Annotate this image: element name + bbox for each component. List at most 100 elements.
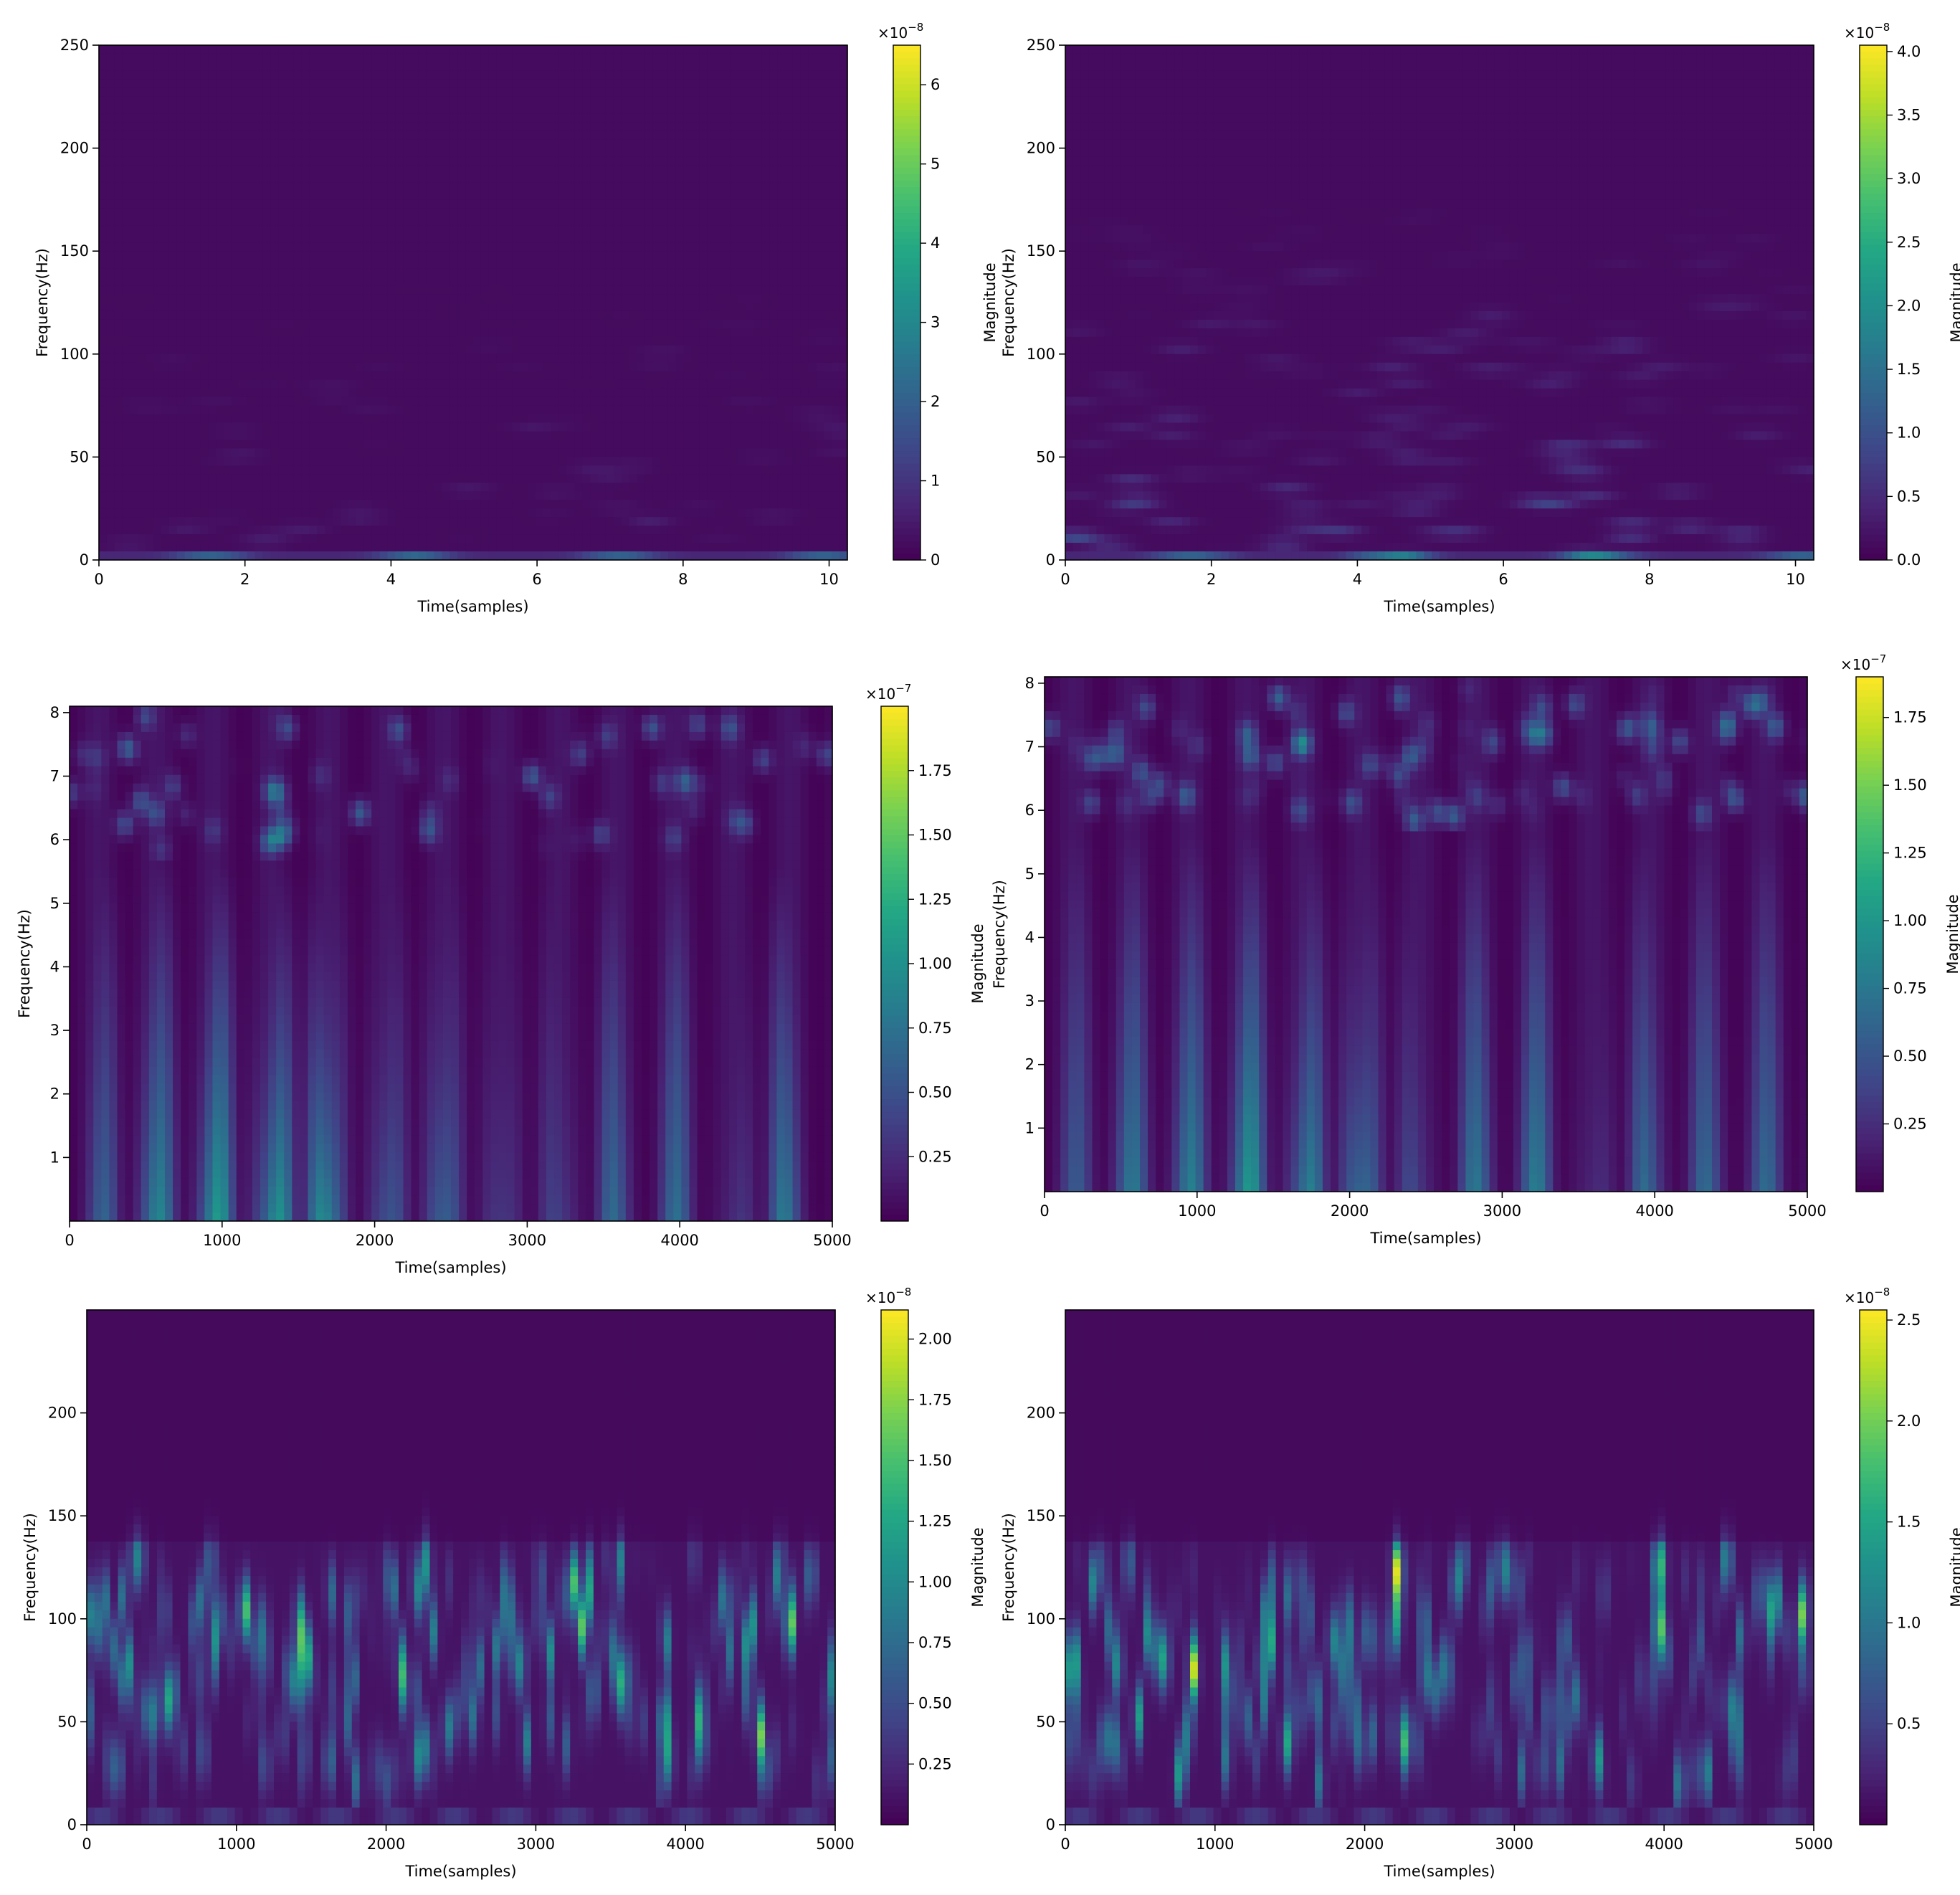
heatmap-cell	[153, 474, 161, 483]
heatmap-cell	[731, 234, 738, 243]
heatmap-cell	[481, 148, 489, 158]
heatmap-cell	[216, 234, 224, 243]
heatmap-cell	[99, 406, 107, 415]
heatmap-cell	[497, 337, 505, 346]
heatmap-cell	[270, 423, 278, 432]
heatmap-cell	[574, 80, 582, 89]
heatmap-cell	[270, 380, 278, 389]
heatmap-cell	[169, 491, 177, 500]
heatmap-cell	[559, 303, 567, 312]
heatmap-cell	[465, 389, 473, 398]
heatmap-cell	[177, 268, 185, 277]
heatmap-cell	[551, 303, 559, 312]
heatmap-cell	[356, 217, 364, 226]
heatmap-cell	[543, 251, 551, 260]
heatmap-cell	[302, 363, 310, 372]
heatmap-cell	[364, 285, 372, 295]
heatmap-cell	[123, 217, 130, 226]
heatmap-cell	[318, 389, 325, 398]
heatmap-cell	[731, 303, 738, 312]
heatmap-cell	[676, 432, 684, 441]
heatmap-cell	[169, 389, 177, 398]
heatmap-cell	[606, 543, 614, 552]
heatmap-cell	[185, 208, 193, 217]
heatmap-cell	[348, 508, 356, 518]
heatmap-cell	[99, 474, 107, 483]
heatmap-cell	[644, 423, 652, 432]
heatmap-cell	[505, 131, 513, 141]
heatmap-cell	[637, 551, 644, 561]
heatmap-cell	[200, 448, 208, 457]
heatmap-cell	[473, 123, 481, 132]
heatmap-cell	[411, 551, 419, 561]
heatmap-cell	[574, 354, 582, 364]
heatmap-cell	[387, 294, 395, 303]
heatmap-cell	[239, 337, 247, 346]
heatmap-cell	[567, 131, 575, 141]
heatmap-cell	[333, 311, 341, 320]
heatmap-cell	[489, 534, 497, 543]
heatmap-cell	[505, 191, 513, 200]
heatmap-cell	[434, 311, 442, 320]
heatmap-cell	[614, 337, 622, 346]
heatmap-cell	[622, 54, 629, 63]
heatmap-cell	[161, 268, 169, 277]
heatmap-cell	[247, 97, 255, 106]
heatmap-cell	[684, 303, 692, 312]
heatmap-cell	[465, 320, 473, 329]
heatmap-cell	[278, 208, 286, 217]
heatmap-cell	[153, 148, 161, 158]
heatmap-cell	[146, 80, 153, 89]
heatmap-cell	[676, 414, 684, 424]
heatmap-cell	[115, 465, 123, 475]
heatmap-cell	[262, 311, 270, 320]
heatmap-cell	[294, 346, 302, 355]
heatmap-cell	[419, 389, 427, 398]
heatmap-cell	[652, 225, 660, 234]
heatmap-cell	[123, 208, 130, 217]
heatmap-cell	[731, 337, 738, 346]
heatmap-cell	[481, 97, 489, 106]
heatmap-cell	[473, 526, 481, 535]
heatmap-cell	[449, 45, 457, 54]
heatmap-cell	[278, 260, 286, 269]
heatmap-cell	[699, 517, 707, 526]
heatmap-cell	[411, 380, 419, 389]
heatmap-cell	[177, 500, 185, 509]
heatmap-cell	[216, 88, 224, 98]
heatmap-cell	[185, 242, 193, 252]
heatmap-cell	[262, 54, 270, 63]
heatmap-cell	[567, 62, 575, 72]
heatmap-cell	[427, 166, 434, 175]
heatmap-cell	[146, 166, 153, 175]
heatmap-cell	[380, 225, 388, 234]
heatmap-cell	[660, 294, 668, 303]
heatmap-cell	[590, 166, 598, 175]
heatmap-cell	[224, 285, 232, 295]
heatmap-cell	[364, 234, 372, 243]
heatmap-cell	[457, 534, 465, 543]
heatmap-cell	[707, 389, 715, 398]
heatmap-cell	[528, 80, 536, 89]
heatmap-cell	[551, 311, 559, 320]
heatmap-cell	[543, 337, 551, 346]
heatmap-cell	[356, 157, 364, 166]
heatmap-cell	[449, 260, 457, 269]
heatmap-cell	[497, 277, 505, 286]
heatmap-cell	[153, 166, 161, 175]
heatmap-cell	[606, 157, 614, 166]
heatmap-cell	[138, 148, 146, 158]
heatmap-cell	[723, 131, 731, 141]
heatmap-cell	[216, 474, 224, 483]
heatmap-cell	[115, 328, 123, 338]
heatmap-cell	[473, 277, 481, 286]
heatmap-cell	[333, 389, 341, 398]
heatmap-cell	[707, 414, 715, 424]
heatmap-cell	[333, 80, 341, 89]
heatmap-cell	[699, 534, 707, 543]
heatmap-cell	[497, 157, 505, 166]
heatmap-cell	[302, 406, 310, 415]
heatmap-cell	[193, 551, 201, 561]
heatmap-cell	[232, 277, 239, 286]
heatmap-cell	[255, 337, 263, 346]
